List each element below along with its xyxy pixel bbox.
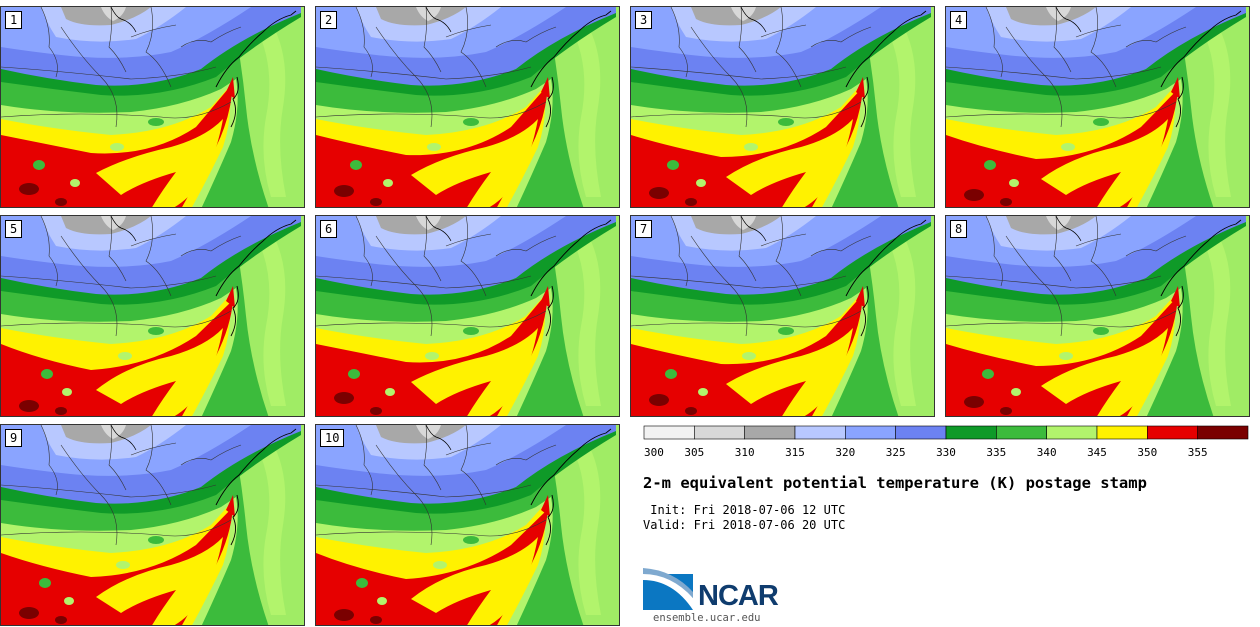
- member-map: [1, 7, 304, 207]
- colorbar-tick-label: 315: [785, 446, 805, 459]
- member-label: 2: [320, 11, 338, 29]
- colorbar-tick-label: 310: [735, 446, 755, 459]
- site-url: ensemble.ucar.edu: [653, 612, 761, 624]
- postage-stamp-panel: 9: [0, 424, 305, 626]
- colorbar-swatch: [1147, 425, 1198, 440]
- postage-stamp-panel: 8: [945, 215, 1250, 417]
- figure-title: 2-m equivalent potential temperature (K)…: [643, 474, 1147, 492]
- member-map: [946, 216, 1249, 416]
- postage-stamp-panel: 6: [315, 215, 620, 417]
- colorbar-tick-label: 325: [886, 446, 906, 459]
- colorbar-swatch: [945, 425, 997, 440]
- colorbar-swatch: [1197, 425, 1249, 440]
- postage-stamp-panel: 4: [945, 6, 1250, 208]
- postage-stamp-panel: 7: [630, 215, 935, 417]
- colorbar-tick-label: 320: [835, 446, 855, 459]
- member-label: 5: [5, 220, 23, 238]
- postage-stamp-panel: 1: [0, 6, 305, 208]
- colorbar: 300 305 310 315 320 325 330 335 340 345 350 355: [643, 425, 1249, 459]
- member-label: 1: [5, 11, 23, 29]
- colorbar-tick-label: 340: [1037, 446, 1057, 459]
- member-label: 3: [635, 11, 653, 29]
- colorbar-tick-label: 300: [644, 446, 664, 459]
- postage-stamp-panel: 3: [630, 6, 935, 208]
- colorbar-swatch: [895, 425, 947, 440]
- postage-stamp-panel: 2: [315, 6, 620, 208]
- member-label: 4: [950, 11, 968, 29]
- member-label: 10: [320, 429, 345, 447]
- colorbar-swatch: [694, 425, 745, 440]
- colorbar-swatch: [794, 425, 846, 440]
- member-map: [316, 216, 619, 416]
- postage-stamp-panel: 10: [315, 424, 620, 626]
- member-label: 8: [950, 220, 968, 238]
- valid-time: Valid: Fri 2018-07-06 20 UTC: [643, 518, 846, 532]
- colorbar-tick-label: 355: [1188, 446, 1208, 459]
- member-map: [1, 216, 304, 416]
- member-map: [316, 7, 619, 207]
- colorbar-swatch: [1046, 425, 1098, 440]
- member-label: 9: [5, 429, 23, 447]
- member-label: 6: [320, 220, 338, 238]
- colorbar-tick-label: 330: [936, 446, 956, 459]
- member-map: [1, 425, 304, 625]
- colorbar-swatch: [996, 425, 1047, 440]
- ncar-logo-icon: [643, 568, 693, 610]
- colorbar-swatch: [845, 425, 896, 440]
- member-label: 7: [635, 220, 653, 238]
- colorbar-swatch: [1096, 425, 1148, 440]
- member-map: [946, 7, 1249, 207]
- colorbar-tick-label: 335: [986, 446, 1006, 459]
- member-map: [316, 425, 619, 625]
- colorbar-tick-label: 305: [684, 446, 704, 459]
- init-time: Init: Fri 2018-07-06 12 UTC: [643, 503, 846, 517]
- colorbar-swatch: [744, 425, 796, 440]
- member-map: [631, 7, 934, 207]
- postage-stamp-panel: 5: [0, 215, 305, 417]
- colorbar-swatch: [643, 425, 695, 440]
- member-map: [631, 216, 934, 416]
- colorbar-tick-label: 350: [1137, 446, 1157, 459]
- colorbar-tick-label: 345: [1087, 446, 1107, 459]
- ncar-logo-text: NCAR: [698, 580, 779, 612]
